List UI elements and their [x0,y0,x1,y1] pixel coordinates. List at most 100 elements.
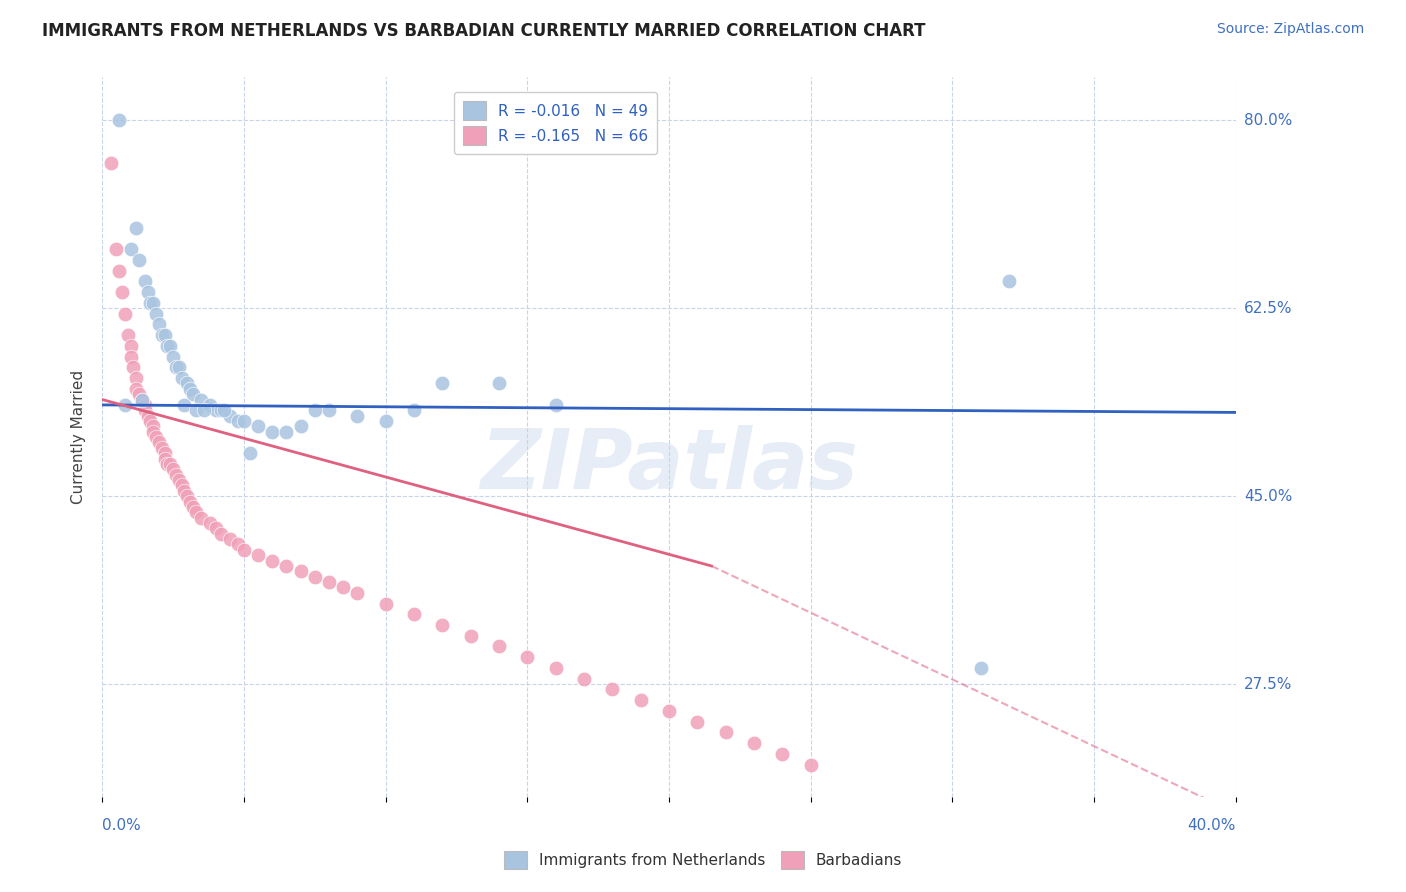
Point [226,537,249,551]
Point [142,425,165,439]
Point [120,350,142,364]
Point [572,672,595,686]
Point [332,581,354,595]
Text: 27.5%: 27.5% [1244,676,1292,691]
Point [184,403,207,417]
Point [460,629,482,643]
Point [247,419,270,434]
Point [111,285,134,300]
Point [232,414,254,428]
Point [262,425,284,439]
Point [142,419,165,434]
Point [304,403,326,417]
Point [488,376,510,391]
Text: 40.0%: 40.0% [1188,818,1236,833]
Point [262,553,284,567]
Point [800,757,823,772]
Point [165,360,187,375]
Point [970,661,993,675]
Point [125,220,148,235]
Point [128,252,150,267]
Point [145,307,167,321]
Point [176,489,198,503]
Point [145,430,167,444]
Point [432,376,454,391]
Point [162,350,184,364]
Point [139,414,162,428]
Point [181,500,204,514]
Point [108,113,131,128]
Point [128,387,150,401]
Point [134,275,156,289]
Point [142,296,165,310]
Point [239,446,262,460]
Point [742,736,765,750]
Point [153,451,176,466]
Point [159,457,181,471]
Point [544,398,567,412]
Point [114,398,136,412]
Text: ZIPatlas: ZIPatlas [479,425,858,507]
Point [714,725,737,739]
Point [218,532,240,546]
Point [125,382,148,396]
Point [193,403,215,417]
Point [120,242,142,256]
Point [167,360,190,375]
Point [276,558,298,573]
Point [304,570,326,584]
Point [167,473,190,487]
Point [122,360,145,375]
Point [176,376,198,391]
Point [346,409,368,423]
Point [516,650,538,665]
Text: 45.0%: 45.0% [1244,489,1292,504]
Point [170,478,193,492]
Point [153,446,176,460]
Point [998,275,1021,289]
Point [153,328,176,343]
Point [276,425,298,439]
Point [117,328,139,343]
Point [184,505,207,519]
Point [139,296,162,310]
Point [346,586,368,600]
Point [290,564,312,578]
Point [318,575,340,590]
Point [173,483,195,498]
Legend: R = -0.016   N = 49, R = -0.165   N = 66: R = -0.016 N = 49, R = -0.165 N = 66 [454,92,658,154]
Point [150,441,173,455]
Y-axis label: Currently Married: Currently Married [72,370,86,504]
Point [209,526,232,541]
Point [374,597,396,611]
Point [134,398,156,412]
Point [204,521,226,535]
Point [134,403,156,417]
Legend: Immigrants from Netherlands, Barbadians: Immigrants from Netherlands, Barbadians [498,845,908,875]
Point [218,409,240,423]
Point [402,607,425,622]
Point [190,510,212,524]
Point [165,467,187,482]
Point [150,328,173,343]
Point [402,403,425,417]
Point [108,263,131,277]
Point [148,435,170,450]
Point [162,462,184,476]
Text: 0.0%: 0.0% [103,818,141,833]
Point [630,693,652,707]
Text: Source: ZipAtlas.com: Source: ZipAtlas.com [1216,22,1364,37]
Point [686,714,709,729]
Point [198,398,221,412]
Point [318,403,340,417]
Point [432,618,454,632]
Point [131,392,153,407]
Point [181,387,204,401]
Point [198,516,221,530]
Point [232,542,254,557]
Point [600,682,623,697]
Point [159,339,181,353]
Point [770,747,793,761]
Point [148,318,170,332]
Point [212,403,235,417]
